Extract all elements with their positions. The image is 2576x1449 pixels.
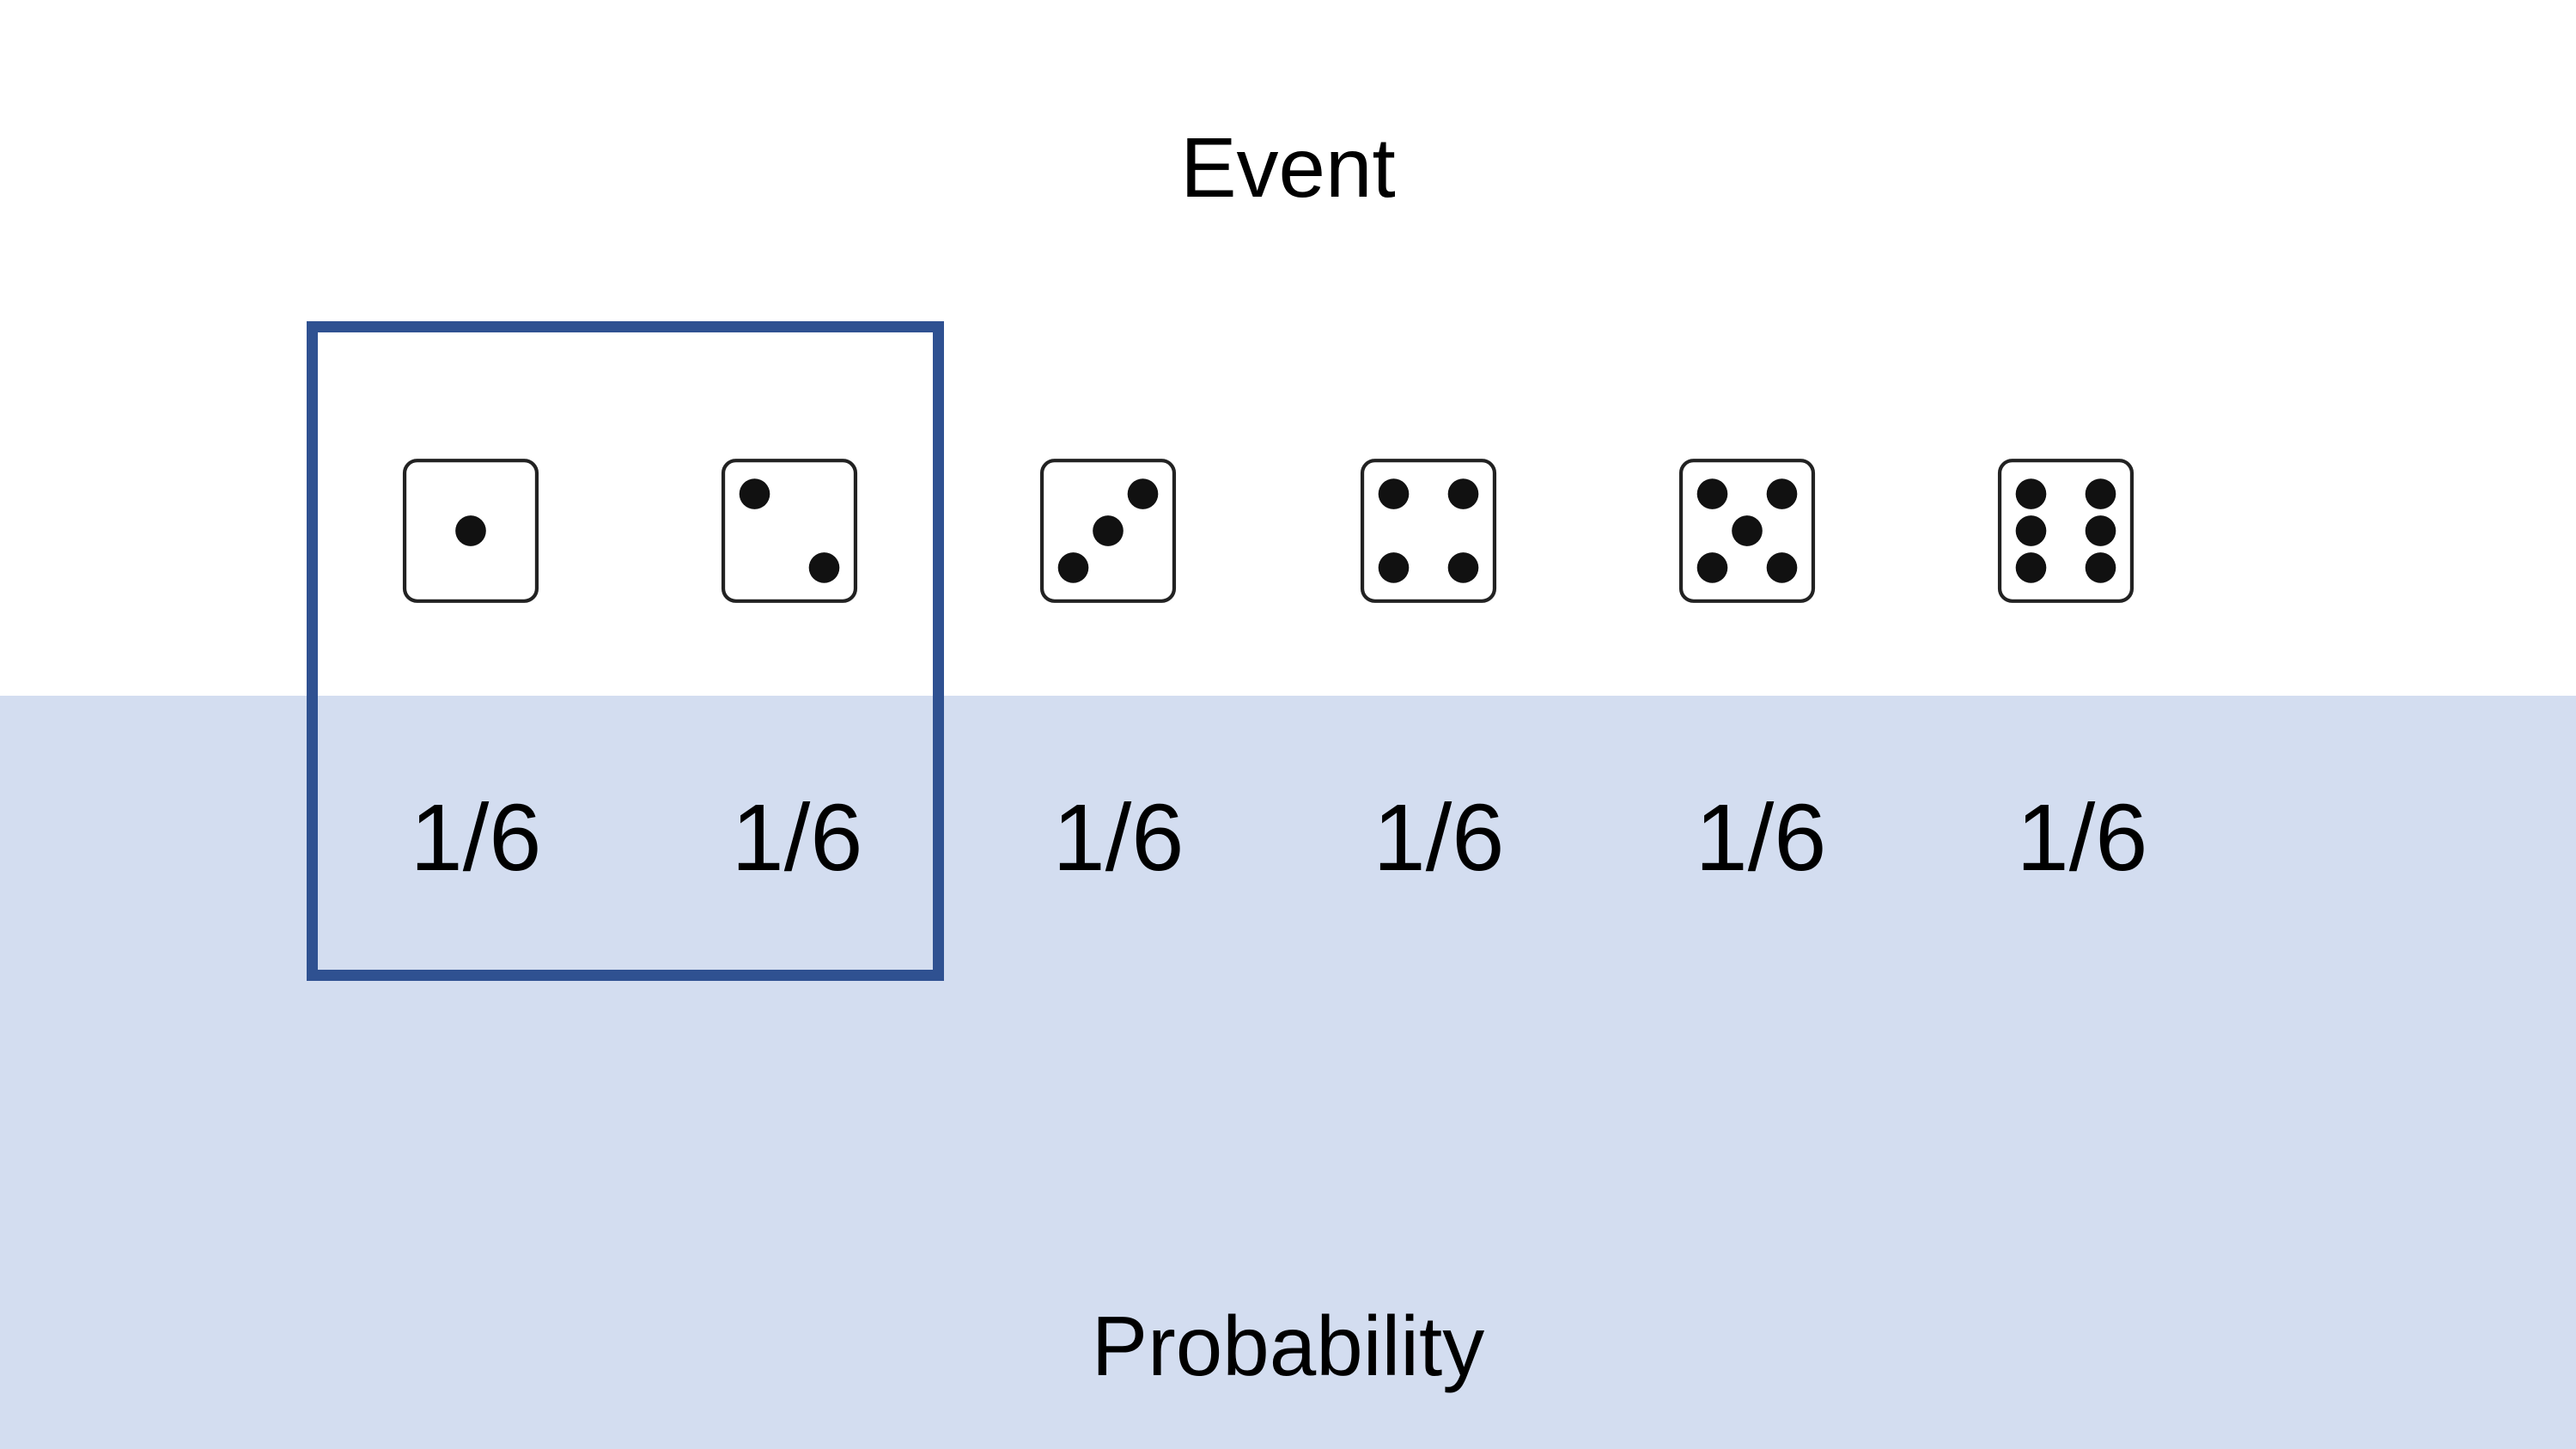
die-pip (1766, 552, 1798, 583)
die-pip (2085, 552, 2116, 583)
probability-value-4: 1/6 (1373, 785, 1505, 891)
die-pip (1732, 515, 1763, 546)
die-pip (1447, 478, 1479, 509)
die-pip (2015, 478, 2047, 509)
die-pip (2085, 478, 2116, 509)
die-pip (455, 515, 486, 546)
die-pip (2015, 515, 2047, 546)
probability-value-6: 1/6 (2016, 785, 2148, 891)
die-pip (1696, 478, 1728, 509)
event-heading: Event (1180, 120, 1396, 215)
die-pip (2015, 552, 2047, 583)
die-pip (1378, 478, 1410, 509)
die-pip (739, 478, 770, 509)
probability-value-3: 1/6 (1052, 785, 1184, 891)
die-pip (1696, 552, 1728, 583)
highlight-box (307, 321, 944, 981)
die-pip (1447, 552, 1479, 583)
probability-value-2: 1/6 (731, 785, 863, 891)
die-face-1-icon (401, 457, 540, 605)
die-face-4-icon (1359, 457, 1498, 605)
die-pip (1057, 552, 1089, 583)
probability-heading: Probability (1091, 1299, 1485, 1393)
die-pip (808, 552, 840, 583)
die-face-6-icon (1996, 457, 2135, 605)
probability-value-5: 1/6 (1695, 785, 1827, 891)
probability-value-1: 1/6 (410, 785, 542, 891)
die-outline (1360, 459, 1497, 603)
die-pip (1378, 552, 1410, 583)
die-pip (1127, 478, 1159, 509)
die-face-5-icon (1678, 457, 1817, 605)
die-face-3-icon (1038, 457, 1178, 605)
die-face-2-icon (720, 457, 859, 605)
die-pip (2085, 515, 2116, 546)
die-pip (1766, 478, 1798, 509)
die-pip (1093, 515, 1124, 546)
probability-band (0, 696, 2576, 1449)
